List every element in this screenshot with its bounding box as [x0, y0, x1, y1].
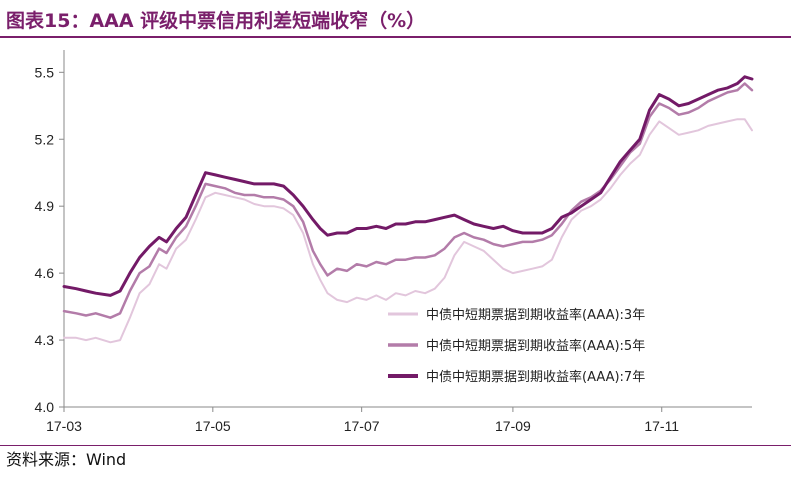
y-tick-label: 4.3 — [35, 332, 55, 348]
x-tick-label: 17-03 — [46, 418, 82, 434]
legend-label-1: 中债中短期票据到期收益率(AAA):3年 — [426, 307, 645, 323]
y-tick-label: 4.6 — [35, 265, 55, 281]
source-note: 资料来源：Wind — [6, 450, 127, 469]
chart-title: 图表15：AAA 评级中票信用利差短端收窄（%） — [6, 10, 426, 32]
x-tick-label: 17-05 — [195, 418, 231, 434]
legend-label-2: 中债中短期票据到期收益率(AAA):5年 — [426, 338, 645, 354]
series-line-1 — [63, 118, 753, 344]
legend-label-3: 中债中短期票据到期收益率(AAA):7年 — [426, 369, 645, 385]
x-tick-label: 17-11 — [644, 418, 679, 434]
title-bar: 图表15：AAA 评级中票信用利差短端收窄（%） — [0, 0, 791, 38]
y-tick-label: 4.0 — [35, 399, 55, 415]
y-tick-label: 4.9 — [35, 198, 55, 214]
y-tick-label: 5.5 — [35, 64, 55, 80]
series-layer — [62, 75, 754, 344]
line-chart: 4.0 4.3 4.6 4.9 5.2 5.5 17-03 17-05 17-07 17-09 17… — [35, 50, 754, 434]
series-line-3 — [62, 75, 754, 297]
y-tick-label: 5.2 — [35, 131, 55, 147]
source-rule — [0, 445, 791, 446]
title-rule — [0, 36, 791, 38]
x-tick-label: 17-07 — [344, 418, 380, 434]
series-line-2 — [62, 82, 754, 319]
chart-axes: 4.0 4.3 4.6 4.9 5.2 5.5 17-03 17-05 17-07 17-09 17… — [35, 50, 752, 434]
chart-legend: 中债中短期票据到期收益率(AAA):3年中债中短期票据到期收益率(AAA):5年… — [388, 307, 645, 385]
x-tick-label: 17-09 — [495, 418, 531, 434]
